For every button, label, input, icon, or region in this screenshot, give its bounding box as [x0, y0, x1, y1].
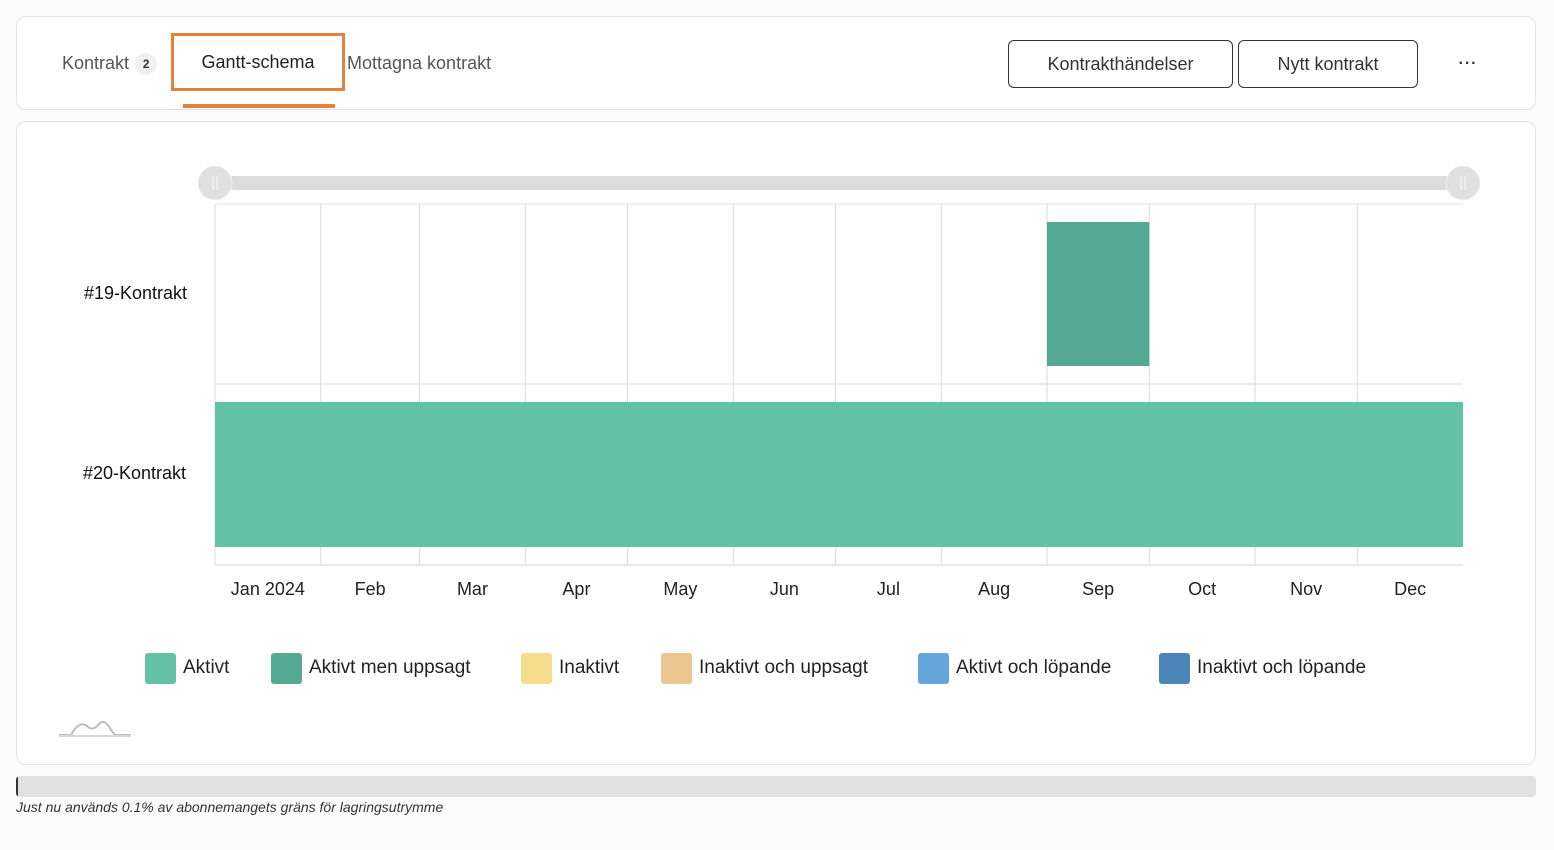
x-tick-label: Feb	[354, 579, 386, 599]
x-tick-label: Jan 2024	[230, 579, 305, 599]
legend-swatch	[271, 652, 302, 684]
chart-logo-icon	[59, 721, 131, 737]
x-tick-label: Jul	[876, 579, 900, 599]
tab-kontrakt[interactable]: Kontrakt 2	[62, 53, 158, 76]
new-contract-button[interactable]: Nytt kontrakt	[1238, 40, 1418, 88]
legend-label: Aktivt men uppsagt	[309, 657, 471, 678]
legend-swatch	[661, 652, 692, 684]
legend-label: Aktivt	[183, 657, 230, 678]
gantt-chart	[197, 165, 1481, 566]
tab-mottagna-kontrakt[interactable]: Mottagna kontrakt	[347, 53, 492, 73]
x-tick-label: Apr	[562, 579, 591, 599]
range-slider-start-handle[interactable]	[197, 165, 233, 201]
tab-gantt-schema[interactable]: Gantt-schema	[171, 33, 345, 91]
x-tick-label: Dec	[1394, 579, 1427, 599]
tab-kontrakt-label: Kontrakt	[62, 53, 130, 73]
contract-count-badge: 2	[135, 53, 158, 76]
legend-swatch	[918, 652, 949, 684]
active-tab-indicator	[183, 104, 335, 108]
gantt-bar	[1047, 222, 1150, 366]
legend-swatch	[521, 652, 552, 684]
gantt-bar	[215, 402, 1463, 547]
legend-swatch	[145, 652, 176, 684]
tab-bar: Kontrakt 2 Gantt-schema Mottagna kontrakt…	[16, 16, 1536, 110]
row-label-19: #19-Kontrakt	[84, 283, 188, 303]
x-tick-label: Mar	[456, 579, 488, 599]
x-tick-label: Nov	[1290, 579, 1323, 599]
x-tick-label: Sep	[1082, 579, 1115, 599]
storage-usage-fill	[16, 776, 19, 797]
legend-swatch	[1159, 652, 1190, 684]
range-slider-end-handle[interactable]	[1445, 165, 1481, 201]
x-tick-label: May	[663, 579, 698, 599]
legend-item[interactable]: Aktivt men uppsagt	[271, 652, 471, 684]
range-slider-track	[215, 176, 1463, 190]
legend-item[interactable]: Aktivt och löpande	[918, 652, 1111, 684]
legend-label: Inaktivt och löpande	[1197, 657, 1367, 678]
x-tick-label: Jun	[769, 579, 799, 599]
x-tick-label: Oct	[1188, 579, 1217, 599]
storage-usage-text: Just nu används 0.1% av abonnemangets gr…	[16, 799, 444, 815]
x-tick-label: Aug	[978, 579, 1011, 599]
legend-item[interactable]: Inaktivt och löpande	[1159, 652, 1366, 684]
legend-item[interactable]: Inaktivt och uppsagt	[661, 652, 868, 684]
legend-label: Inaktivt och uppsagt	[699, 657, 868, 678]
contract-events-button[interactable]: Kontrakthändelser	[1008, 40, 1233, 88]
legend-label: Aktivt och löpande	[956, 657, 1112, 678]
row-label-20: #20-Kontrakt	[83, 463, 187, 483]
storage-usage-bar	[16, 776, 1536, 797]
legend-item[interactable]: Inaktivt	[521, 652, 619, 684]
gantt-chart-card: #19-Kontrakt #20-Kontrakt Jan 2024 Feb Mar…	[16, 121, 1536, 765]
legend-item[interactable]: Aktivt	[145, 652, 229, 684]
more-options-icon[interactable]: ···	[1458, 55, 1478, 72]
legend-label: Inaktivt	[559, 657, 620, 678]
